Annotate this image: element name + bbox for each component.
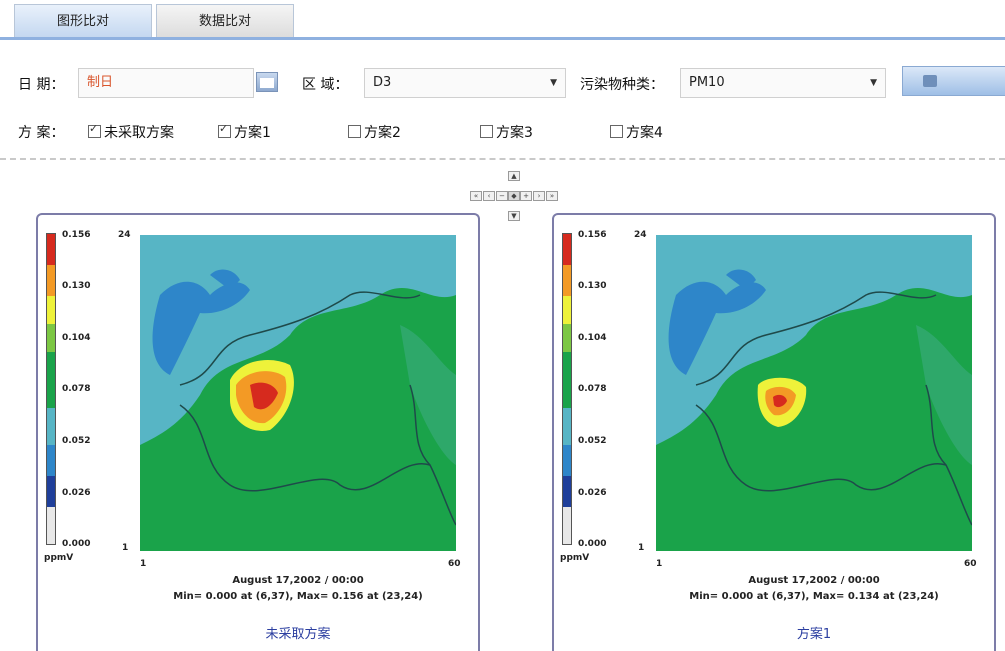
axis-y-top: 24 [634, 230, 647, 240]
time-caption: August 17,2002 / 00:00 [748, 575, 880, 586]
scale-tick: 0.156 [62, 230, 91, 240]
map-panel-baseline: 0.156 0.130 0.104 0.078 0.052 0.026 0.00… [36, 213, 480, 651]
scheme-label: 方 案： [18, 125, 65, 141]
region-value: D3 [373, 75, 392, 90]
zoom-out-icon[interactable]: − [496, 191, 508, 201]
tab-bar: 图形比对 数据比对 [0, 0, 1005, 40]
pan-right-icon[interactable]: › [533, 191, 545, 201]
pollutant-label: 污染物种类： [580, 77, 664, 93]
checkbox-icon [610, 125, 623, 138]
time-caption: August 17,2002 / 00:00 [232, 575, 364, 586]
query-button[interactable] [902, 66, 1005, 96]
region-label: 区 域： [302, 77, 349, 93]
panel-title: 未采取方案 [265, 627, 331, 642]
scheme-label-1: 方案1 [234, 125, 271, 141]
checkbox-icon [480, 125, 493, 138]
axis-x-left: 1 [140, 559, 147, 569]
axis-y-bottom: 1 [638, 543, 645, 553]
pollutant-select[interactable]: PM10 ▼ [680, 68, 886, 98]
scheme-checkbox-1[interactable]: 方案1 [218, 122, 271, 142]
concentration-map[interactable] [140, 235, 456, 551]
scale-tick: 0.078 [578, 384, 607, 394]
pan-left-icon[interactable]: ‹ [483, 191, 495, 201]
color-scale [46, 233, 56, 545]
scheme-checkbox-2[interactable]: 方案2 [348, 122, 401, 142]
scale-tick: 0.130 [578, 281, 607, 291]
pan-far-right-icon[interactable]: » [546, 191, 558, 201]
pan-center-icon[interactable]: ◆ [508, 191, 520, 201]
pan-down-icon[interactable]: ▼ [508, 211, 520, 221]
concentration-map[interactable] [656, 235, 972, 551]
scale-unit: ppmV [560, 553, 590, 563]
axis-y-bottom: 1 [122, 543, 129, 553]
calendar-icon[interactable] [256, 72, 278, 92]
panel-title: 方案1 [796, 627, 832, 642]
color-scale [562, 233, 572, 545]
scheme-checkbox-3[interactable]: 方案3 [480, 122, 533, 142]
region-select[interactable]: D3 ▼ [364, 68, 566, 98]
scale-tick: 0.026 [62, 488, 91, 498]
chevron-down-icon: ▼ [550, 78, 557, 88]
scale-unit: ppmV [44, 553, 74, 563]
date-label: 日 期： [18, 77, 65, 93]
scale-tick: 0.078 [62, 384, 91, 394]
axis-y-top: 24 [118, 230, 131, 240]
scheme-label-2: 方案2 [364, 125, 401, 141]
tab-data-compare[interactable]: 数据比对 [156, 4, 294, 38]
scale-tick: 0.052 [578, 436, 607, 446]
map-panel-scheme1: 0.156 0.130 0.104 0.078 0.052 0.026 0.00… [552, 213, 996, 651]
checkbox-checked-icon [88, 122, 101, 138]
minmax-caption: Min= 0.000 at (6,37), Max= 0.156 at (23,… [173, 591, 423, 602]
pan-up-icon[interactable]: ▲ [508, 171, 520, 181]
search-icon [923, 75, 937, 87]
chevron-down-icon: ▼ [870, 78, 877, 88]
tab-underline [0, 37, 1005, 40]
scale-tick: 0.000 [62, 539, 91, 549]
scale-tick: 0.130 [62, 281, 91, 291]
axis-x-right: 60 [964, 559, 977, 569]
scale-tick: 0.052 [62, 436, 91, 446]
zoom-in-icon[interactable]: + [520, 191, 532, 201]
scheme-checkbox-4[interactable]: 方案4 [610, 122, 663, 142]
pan-far-left-icon[interactable]: « [470, 191, 482, 201]
scale-tick: 0.104 [578, 333, 607, 343]
checkbox-icon [348, 125, 361, 138]
scheme-label-0: 未采取方案 [104, 125, 174, 141]
pollutant-value: PM10 [689, 75, 725, 90]
scale-tick: 0.104 [62, 333, 91, 343]
section-divider [0, 158, 1005, 160]
date-input[interactable]: 制日 [78, 68, 254, 98]
minmax-caption: Min= 0.000 at (6,37), Max= 0.134 at (23,… [689, 591, 939, 602]
scale-tick: 0.000 [578, 539, 607, 549]
axis-x-left: 1 [656, 559, 663, 569]
scheme-checkbox-0[interactable]: 未采取方案 [88, 122, 174, 142]
checkbox-checked-icon [218, 122, 231, 138]
axis-x-right: 60 [448, 559, 461, 569]
scale-tick: 0.156 [578, 230, 607, 240]
scale-tick: 0.026 [578, 488, 607, 498]
scheme-label-4: 方案4 [626, 125, 663, 141]
scheme-label-3: 方案3 [496, 125, 533, 141]
tab-graph-compare[interactable]: 图形比对 [14, 4, 152, 38]
